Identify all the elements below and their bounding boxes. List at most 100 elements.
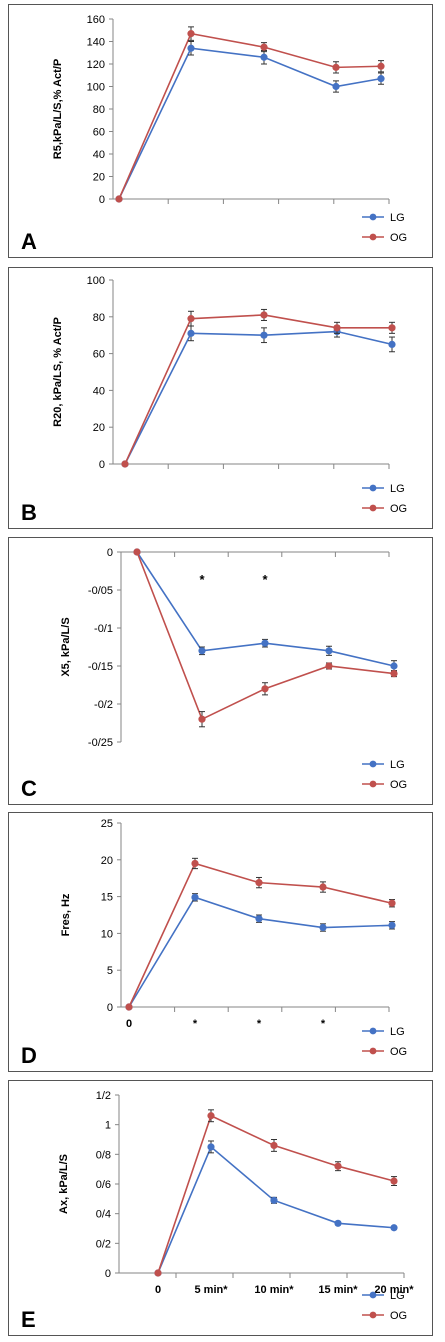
y-tick-label: 0 bbox=[99, 459, 105, 471]
panel-label: B bbox=[21, 500, 37, 525]
y-tick-label: 100 bbox=[87, 82, 105, 94]
y-tick-label: 60 bbox=[93, 349, 105, 361]
y-tick-label: 120 bbox=[87, 59, 105, 71]
y-tick-label: 1 bbox=[105, 1120, 111, 1132]
data-point-og bbox=[388, 324, 396, 332]
panel-label: C bbox=[21, 776, 37, 801]
legend-label: LG bbox=[390, 212, 405, 224]
data-point-og bbox=[121, 460, 129, 468]
x-tick-label: 0 bbox=[126, 1018, 132, 1030]
y-tick-label: 0 bbox=[107, 1002, 113, 1014]
data-point-og bbox=[390, 1177, 398, 1185]
y-tick-label: 40 bbox=[93, 385, 105, 397]
y-tick-label: -0/2 bbox=[94, 699, 113, 711]
data-point-lg bbox=[390, 1224, 398, 1232]
legend-label: OG bbox=[390, 779, 407, 791]
legend-label: LG bbox=[390, 1026, 405, 1038]
y-axis-label: R5,kPa/L/S,% Act/P bbox=[52, 59, 64, 159]
legend-marker bbox=[369, 504, 377, 512]
y-tick-label: 0/6 bbox=[96, 1179, 111, 1191]
data-point-lg bbox=[270, 1196, 278, 1204]
data-point-og bbox=[191, 859, 199, 868]
data-point-lg bbox=[325, 647, 333, 655]
y-tick-label: 0/2 bbox=[96, 1238, 111, 1250]
data-point-og bbox=[388, 899, 396, 907]
data-point-lg bbox=[187, 329, 195, 337]
data-point-og bbox=[187, 30, 195, 38]
x-tick-label: 0 bbox=[155, 1284, 161, 1296]
legend-label: LG bbox=[390, 1290, 405, 1302]
data-point-og bbox=[333, 324, 341, 332]
data-point-og bbox=[270, 1141, 278, 1150]
legend-marker bbox=[369, 233, 377, 241]
y-axis-label: R20, kPa/LS, % Act/P bbox=[52, 317, 64, 427]
data-point-lg bbox=[390, 662, 398, 670]
legend-label: LG bbox=[390, 483, 405, 495]
legend-marker bbox=[369, 1027, 377, 1035]
panel-a: 0 20 40 60 80 100 120 140 160 R5,kPa/L/S,% Act/P L… bbox=[8, 4, 433, 258]
chart-svg: 0 20 40 60 80 100 R20, kPa/LS, % Act/P LG OG B bbox=[21, 275, 407, 525]
legend-marker bbox=[369, 1291, 377, 1299]
series-line-lg bbox=[118, 47, 382, 200]
y-tick-label: 80 bbox=[93, 104, 105, 116]
series-line-lg bbox=[136, 551, 395, 667]
data-point-og bbox=[260, 43, 268, 51]
panel-label: D bbox=[21, 1043, 37, 1068]
y-axis-label: Ax, kPa/L/S bbox=[58, 1154, 70, 1214]
legend-marker bbox=[369, 1311, 377, 1319]
data-point-og bbox=[377, 62, 385, 70]
legend-marker bbox=[369, 213, 377, 221]
x-tick-label: 10 min* bbox=[254, 1284, 294, 1296]
y-tick-label: 140 bbox=[87, 37, 105, 49]
data-point-lg bbox=[377, 75, 385, 83]
data-point-lg bbox=[187, 44, 195, 52]
legend-label: OG bbox=[390, 232, 407, 244]
panel-c: 0 -0/05 -0/1 -0/15 -0/2 -0/25 X5, kPa/L/S * * LG O… bbox=[8, 537, 433, 805]
y-tick-label: 20 bbox=[93, 422, 105, 434]
chart-svg: 0 20 40 60 80 100 120 140 160 R5,kPa/L/S,% Act/P L… bbox=[21, 14, 407, 254]
y-axis-label: X5, kPa/L/S bbox=[60, 617, 72, 676]
data-point-lg bbox=[255, 915, 263, 923]
data-point-og bbox=[319, 883, 327, 891]
y-tick-label: 20 bbox=[93, 172, 105, 184]
y-tick-label: 0 bbox=[105, 1268, 111, 1280]
y-tick-label: 10 bbox=[101, 928, 113, 940]
x-tick-label: 20 min* bbox=[374, 1284, 414, 1296]
data-point-og bbox=[154, 1269, 162, 1277]
y-tick-label: 1/2 bbox=[96, 1090, 111, 1102]
panel-b: 0 20 40 60 80 100 R20, kPa/LS, % Act/P LG OG B bbox=[8, 267, 433, 529]
data-point-og bbox=[325, 662, 333, 670]
data-point-lg bbox=[191, 893, 199, 901]
data-point-og bbox=[261, 685, 269, 693]
data-point-og bbox=[198, 715, 206, 723]
x-tick-label: * bbox=[257, 1018, 262, 1030]
data-point-og bbox=[125, 1003, 133, 1011]
data-point-lg bbox=[198, 647, 206, 655]
y-tick-label: 20 bbox=[101, 855, 113, 867]
y-tick-label: 60 bbox=[93, 127, 105, 139]
data-point-og bbox=[390, 670, 398, 678]
legend-marker bbox=[369, 760, 377, 768]
x-tick-label: 5 min* bbox=[194, 1284, 228, 1296]
panel-label: E bbox=[21, 1307, 36, 1332]
chart-svg: 0 0/2 0/4 0/6 0/8 1 1/2 Ax, kPa/L/S 0 5 min* 10 mi… bbox=[21, 1090, 414, 1332]
data-point-og bbox=[334, 1162, 342, 1170]
data-point-lg bbox=[319, 923, 327, 932]
y-tick-label: -0/1 bbox=[94, 623, 113, 635]
panel-label: A bbox=[21, 229, 37, 254]
panel-e: 0 0/2 0/4 0/6 0/8 1 1/2 Ax, kPa/L/S 0 5 min* 10 mi… bbox=[8, 1080, 433, 1336]
legend-marker bbox=[369, 1047, 377, 1055]
data-point-lg bbox=[334, 1219, 342, 1227]
y-tick-label: -0/25 bbox=[88, 737, 113, 749]
data-point-lg bbox=[388, 340, 396, 348]
x-tick-label: * bbox=[193, 1018, 198, 1030]
y-tick-label: -0/15 bbox=[88, 661, 113, 673]
y-tick-label: 0 bbox=[107, 547, 113, 559]
legend-label: OG bbox=[390, 1046, 407, 1058]
data-point-lg bbox=[207, 1143, 215, 1151]
y-tick-label: 25 bbox=[101, 818, 113, 830]
y-tick-label: 0 bbox=[99, 194, 105, 206]
data-point-og bbox=[332, 63, 340, 71]
series-line-lg bbox=[124, 330, 393, 465]
y-tick-label: -0/05 bbox=[88, 585, 113, 597]
